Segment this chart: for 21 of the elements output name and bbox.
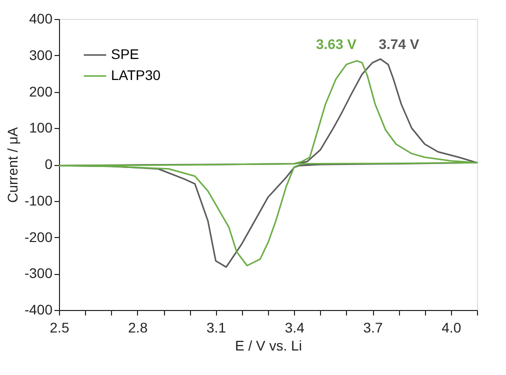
x-tick-label: 2.8 — [128, 320, 148, 336]
legend-label: SPE — [111, 46, 140, 62]
x-tick-label: 3.7 — [363, 320, 383, 336]
y-tick-label: -200 — [24, 228, 53, 245]
annotation: 3.63 V — [316, 36, 358, 52]
y-tick-label: -100 — [24, 192, 53, 208]
x-tick-label: 2.5 — [50, 320, 70, 336]
y-tick-label: 100 — [29, 120, 53, 136]
y-tick-label: 0 — [44, 156, 53, 172]
y-tick-label: 200 — [29, 83, 53, 100]
annotation: 3.74 V — [378, 36, 420, 52]
x-tick-label: 3.1 — [206, 320, 226, 336]
y-tick-label: 300 — [29, 46, 53, 63]
x-axis-title: E / V vs. Li — [235, 338, 302, 354]
y-tick-label: 400 — [29, 10, 53, 26]
y-tick-label: -300 — [24, 265, 53, 282]
y-axis-title: Current / μA — [4, 126, 20, 203]
legend-label: LATP30 — [111, 67, 161, 83]
x-tick-label: 3.4 — [284, 320, 305, 336]
y-tick-label: -400 — [24, 302, 53, 318]
x-tick-label: 4.0 — [442, 320, 462, 336]
